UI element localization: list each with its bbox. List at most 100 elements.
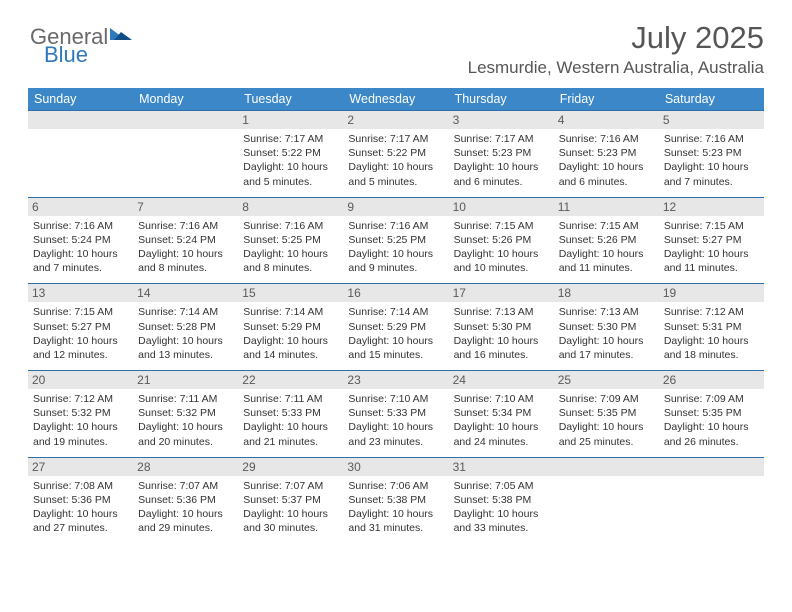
detail-line: Daylight: 10 hours [348,247,443,261]
detail-line: and 30 minutes. [243,521,338,535]
detail-line: Daylight: 10 hours [138,420,233,434]
detail-line: Daylight: 10 hours [348,420,443,434]
calendar-day-cell: 1Sunrise: 7:17 AMSunset: 5:22 PMDaylight… [238,111,343,198]
detail-line: Sunset: 5:32 PM [138,406,233,420]
detail-line: and 23 minutes. [348,435,443,449]
detail-line: Sunset: 5:22 PM [348,146,443,160]
day-number: 4 [554,111,659,129]
calendar-day-cell: 15Sunrise: 7:14 AMSunset: 5:29 PMDayligh… [238,284,343,371]
detail-line: Sunrise: 7:06 AM [348,479,443,493]
detail-line: Sunset: 5:28 PM [138,320,233,334]
detail-line: Daylight: 10 hours [33,334,128,348]
detail-line: Sunset: 5:26 PM [559,233,654,247]
day-number: 2 [343,111,448,129]
day-details: Sunrise: 7:10 AMSunset: 5:33 PMDaylight:… [348,392,443,449]
day-details: Sunrise: 7:14 AMSunset: 5:28 PMDaylight:… [138,305,233,362]
detail-line: Daylight: 10 hours [559,334,654,348]
detail-line: Sunset: 5:33 PM [243,406,338,420]
detail-line: Sunrise: 7:17 AM [243,132,338,146]
detail-line: Daylight: 10 hours [559,247,654,261]
calendar-week-row: 1Sunrise: 7:17 AMSunset: 5:22 PMDaylight… [28,111,764,198]
day-details: Sunrise: 7:15 AMSunset: 5:26 PMDaylight:… [454,219,549,276]
day-number: 11 [554,198,659,216]
calendar-day-cell: 24Sunrise: 7:10 AMSunset: 5:34 PMDayligh… [449,371,554,458]
detail-line: Sunset: 5:38 PM [348,493,443,507]
detail-line: and 33 minutes. [454,521,549,535]
detail-line: Sunset: 5:23 PM [664,146,759,160]
detail-line: Sunset: 5:30 PM [454,320,549,334]
detail-line: Sunrise: 7:16 AM [348,219,443,233]
day-number: 29 [238,458,343,476]
detail-line: Sunrise: 7:14 AM [138,305,233,319]
calendar-day-cell: 7Sunrise: 7:16 AMSunset: 5:24 PMDaylight… [133,197,238,284]
detail-line: Sunrise: 7:09 AM [559,392,654,406]
detail-line: and 15 minutes. [348,348,443,362]
detail-line: Sunrise: 7:13 AM [454,305,549,319]
detail-line: Sunset: 5:23 PM [559,146,654,160]
calendar-day-cell: 2Sunrise: 7:17 AMSunset: 5:22 PMDaylight… [343,111,448,198]
day-details: Sunrise: 7:08 AMSunset: 5:36 PMDaylight:… [33,479,128,536]
calendar-day-cell: 8Sunrise: 7:16 AMSunset: 5:25 PMDaylight… [238,197,343,284]
day-number: 19 [659,284,764,302]
calendar-day-cell: 23 Sunrise: 7:10 AMSunset: 5:33 PMDayligh… [343,371,448,458]
detail-line: Sunset: 5:26 PM [454,233,549,247]
detail-line: and 7 minutes. [664,175,759,189]
calendar-day-cell: 26Sunrise: 7:09 AMSunset: 5:35 PMDayligh… [659,371,764,458]
day-number: 17 [449,284,554,302]
day-number: 23 [343,371,448,389]
detail-line: Sunrise: 7:15 AM [559,219,654,233]
detail-line: and 6 minutes. [454,175,549,189]
detail-line: Daylight: 10 hours [454,160,549,174]
day-number: 3 [449,111,554,129]
day-number: 10 [449,198,554,216]
weekday-header: Saturday [659,88,764,111]
day-details: Sunrise: 7:13 AMSunset: 5:30 PMDaylight:… [454,305,549,362]
detail-line: Daylight: 10 hours [243,160,338,174]
detail-line: Sunrise: 7:12 AM [33,392,128,406]
day-details: Sunrise: 7:14 AMSunset: 5:29 PMDaylight:… [348,305,443,362]
calendar-table: Sunday Monday Tuesday Wednesday Thursday… [28,88,764,543]
calendar-day-cell [133,111,238,198]
detail-line: Sunrise: 7:07 AM [138,479,233,493]
detail-line: Sunrise: 7:09 AM [664,392,759,406]
detail-line: Daylight: 10 hours [33,247,128,261]
day-number: 13 [28,284,133,302]
detail-line: and 5 minutes. [348,175,443,189]
day-details: Sunrise: 7:09 AMSunset: 5:35 PMDaylight:… [664,392,759,449]
day-details: Sunrise: 7:16 AMSunset: 5:23 PMDaylight:… [559,132,654,189]
detail-line: Daylight: 10 hours [33,420,128,434]
calendar-week-row: 20Sunrise: 7:12 AMSunset: 5:32 PMDayligh… [28,371,764,458]
day-number: 8 [238,198,343,216]
detail-line: Sunrise: 7:16 AM [664,132,759,146]
detail-line: and 26 minutes. [664,435,759,449]
detail-line: Sunset: 5:33 PM [348,406,443,420]
day-details: Sunrise: 7:05 AMSunset: 5:38 PMDaylight:… [454,479,549,536]
detail-line: Sunset: 5:38 PM [454,493,549,507]
calendar-day-cell: 28Sunrise: 7:07 AMSunset: 5:36 PMDayligh… [133,457,238,543]
detail-line: and 11 minutes. [664,261,759,275]
calendar-day-cell: 16Sunrise: 7:14 AMSunset: 5:29 PMDayligh… [343,284,448,371]
detail-line: Daylight: 10 hours [243,420,338,434]
day-number: 21 [133,371,238,389]
calendar-day-cell: 21 Sunrise: 7:11 AMSunset: 5:32 PMDayligh… [133,371,238,458]
day-details: Sunrise: 7:16 AMSunset: 5:24 PMDaylight:… [33,219,128,276]
calendar-day-cell: 31Sunrise: 7:05 AMSunset: 5:38 PMDayligh… [449,457,554,543]
detail-line: Sunrise: 7:16 AM [33,219,128,233]
detail-line: Daylight: 10 hours [138,507,233,521]
detail-line: Daylight: 10 hours [664,160,759,174]
detail-line: Sunrise: 7:11 AM [243,392,338,406]
calendar-day-cell [28,111,133,198]
detail-line: Sunrise: 7:10 AM [454,392,549,406]
calendar-day-cell: 30Sunrise: 7:06 AMSunset: 5:38 PMDayligh… [343,457,448,543]
day-details: Sunrise: 7:17 AMSunset: 5:22 PMDaylight:… [243,132,338,189]
calendar-day-cell: 9Sunrise: 7:16 AMSunset: 5:25 PMDaylight… [343,197,448,284]
day-number [659,458,764,476]
detail-line: and 24 minutes. [454,435,549,449]
day-number: 30 [343,458,448,476]
weekday-header: Tuesday [238,88,343,111]
detail-line: Daylight: 10 hours [664,420,759,434]
day-details: Sunrise: 7:11 AMSunset: 5:32 PMDaylight:… [138,392,233,449]
detail-line: Daylight: 10 hours [33,507,128,521]
detail-line: and 14 minutes. [243,348,338,362]
detail-line: and 10 minutes. [454,261,549,275]
